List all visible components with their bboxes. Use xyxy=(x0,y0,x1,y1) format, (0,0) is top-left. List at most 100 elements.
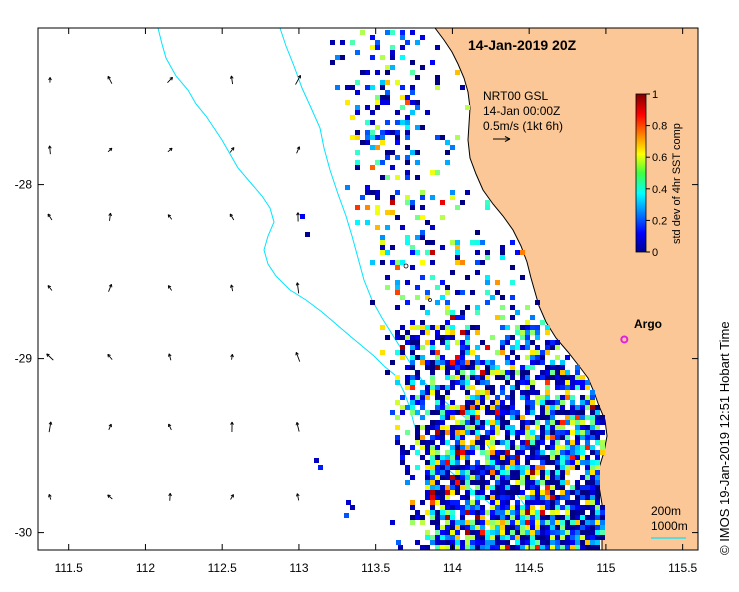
sst-cell xyxy=(510,400,515,405)
sst-cell xyxy=(555,450,560,455)
sst-cell xyxy=(355,90,360,95)
sst-cell xyxy=(440,425,445,430)
sst-cell xyxy=(445,510,450,515)
sst-cell xyxy=(480,495,485,500)
sst-cell xyxy=(455,450,460,455)
sst-cell xyxy=(515,535,520,540)
sst-cell xyxy=(565,410,570,415)
sst-cell xyxy=(455,375,460,380)
sst-cell xyxy=(500,250,505,255)
sst-cell xyxy=(510,295,515,300)
sst-cell xyxy=(425,220,430,225)
sst-cell xyxy=(575,455,580,460)
sst-cell xyxy=(580,415,585,420)
sst-cell xyxy=(415,285,420,290)
sst-cell xyxy=(500,545,505,550)
sst-cell xyxy=(455,260,460,265)
sst-cell xyxy=(475,430,480,435)
sst-cell xyxy=(525,535,530,540)
sst-cell xyxy=(365,130,370,135)
sst-cell xyxy=(405,335,410,340)
sst-cell xyxy=(430,455,435,460)
sst-cell xyxy=(460,330,465,335)
sst-cell xyxy=(485,255,490,260)
sst-cell xyxy=(560,420,565,425)
sst-cell xyxy=(425,485,430,490)
sst-cell xyxy=(380,350,385,355)
sst-cell xyxy=(510,265,515,270)
sst-cell xyxy=(360,140,365,145)
colorbar-tick-label: 0.8 xyxy=(652,121,667,133)
sst-cell xyxy=(485,250,490,255)
sst-cell xyxy=(385,30,390,35)
sst-cell xyxy=(565,420,570,425)
sst-cell xyxy=(415,150,420,155)
sst-cell xyxy=(570,510,575,515)
current-legend-arrow-icon xyxy=(493,136,511,142)
sst-cell xyxy=(515,310,520,315)
sst-cell xyxy=(395,280,400,285)
sst-cell xyxy=(590,450,595,455)
sst-cell xyxy=(580,455,585,460)
sst-cell xyxy=(450,195,455,200)
sst-cell xyxy=(555,495,560,500)
sst-cell xyxy=(490,295,495,300)
current-vector-arrow-icon xyxy=(107,494,113,500)
sst-cell xyxy=(550,475,555,480)
sst-cell xyxy=(405,330,410,335)
sst-cell xyxy=(435,480,440,485)
sst-cell xyxy=(460,485,465,490)
sst-cell xyxy=(525,530,530,535)
sst-cell xyxy=(490,535,495,540)
sst-cell xyxy=(400,335,405,340)
sst-cell xyxy=(585,530,590,535)
sst-cell xyxy=(520,425,525,430)
sst-cell xyxy=(560,490,565,495)
sst-cell xyxy=(480,425,485,430)
sst-cell xyxy=(560,425,565,430)
current-vector-arrow-icon xyxy=(167,76,173,83)
sst-cell xyxy=(500,455,505,460)
sst-cell xyxy=(440,365,445,370)
sst-cell xyxy=(575,505,580,510)
sst-cell xyxy=(405,385,410,390)
sst-cell xyxy=(535,300,540,305)
sst-cell xyxy=(450,485,455,490)
sst-cell xyxy=(435,470,440,475)
sst-cell xyxy=(460,340,465,345)
sst-cell xyxy=(515,520,520,525)
sst-cell xyxy=(375,195,380,200)
sst-cell xyxy=(515,545,520,550)
sst-cell xyxy=(405,170,410,175)
sst-cell xyxy=(595,475,600,480)
sst-cell xyxy=(545,505,550,510)
sst-cell xyxy=(495,545,500,550)
sst-cell xyxy=(455,545,460,550)
sst-data-cells xyxy=(300,30,605,550)
sst-cell xyxy=(440,360,445,365)
sst-cell xyxy=(405,375,410,380)
x-tick-label: 111.5 xyxy=(55,561,84,575)
sst-cell xyxy=(540,480,545,485)
sst-cell xyxy=(495,375,500,380)
sst-cell xyxy=(300,214,305,219)
sst-cell xyxy=(580,525,585,530)
sst-cell xyxy=(575,520,580,525)
sst-cell xyxy=(495,515,500,520)
sst-cell xyxy=(485,200,490,205)
sst-cell xyxy=(355,80,360,85)
sst-cell xyxy=(395,350,400,355)
sst-cell xyxy=(450,375,455,380)
sst-cell xyxy=(515,490,520,495)
sst-cell xyxy=(515,455,520,460)
sst-cell xyxy=(515,370,520,375)
sst-cell xyxy=(400,225,405,230)
sst-cell xyxy=(555,510,560,515)
sst-cell xyxy=(375,225,380,230)
sst-cell xyxy=(450,380,455,385)
sst-cell xyxy=(510,365,515,370)
sst-cell xyxy=(590,415,595,420)
sst-cell xyxy=(530,530,535,535)
sst-cell xyxy=(385,100,390,105)
